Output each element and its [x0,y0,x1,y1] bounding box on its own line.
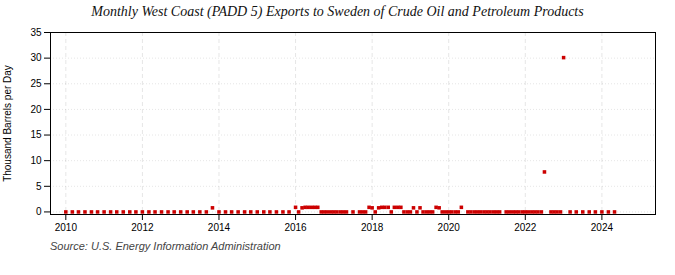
html-text:Source: U.S. Energy Informatio: Source: U.S. Energy Information Administ… [50,240,281,252]
svg-text:2012: 2012 [131,222,154,233]
svg-text:2024: 2024 [591,222,614,233]
svg-text:0: 0 [36,206,42,217]
svg-text:25: 25 [30,78,42,89]
svg-text:20: 20 [30,104,42,115]
svg-text:10: 10 [30,155,42,166]
svg-text:30: 30 [30,52,42,63]
svg-text:2020: 2020 [438,222,461,233]
svg-text:2016: 2016 [284,222,307,233]
svg-text:15: 15 [30,129,42,140]
svg-text:Thousand Barrels per Day: Thousand Barrels per Day [2,65,13,182]
html-text:Monthly West Coast (PADD 5) Ex: Monthly West Coast (PADD 5) Exports to S… [91,4,584,19]
svg-text:2010: 2010 [55,222,78,233]
svg-text:35: 35 [30,27,42,38]
svg-text:5: 5 [36,181,42,192]
svg-text:2022: 2022 [514,222,537,233]
svg-text:2014: 2014 [208,222,231,233]
svg-text:2018: 2018 [361,222,384,233]
